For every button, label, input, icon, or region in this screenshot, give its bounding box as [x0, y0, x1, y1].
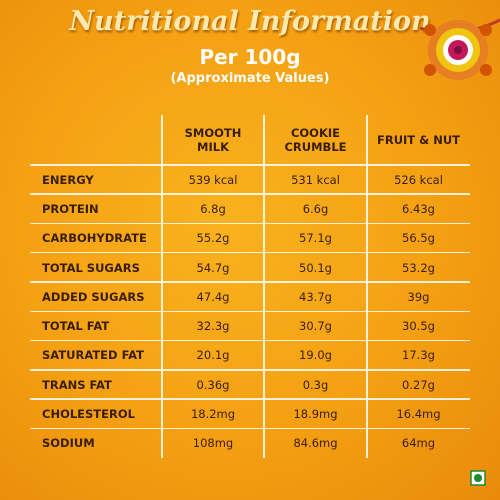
cell-value: 531 kcal: [291, 172, 340, 187]
cell-value: 539 kcal: [188, 172, 238, 187]
cell-value: 39g: [407, 289, 430, 304]
note: (Approximate Values): [170, 71, 330, 86]
cell-value: 47.4g: [196, 289, 230, 304]
cell-value: 0.36g: [196, 377, 230, 392]
cell-value: 20.1g: [196, 348, 230, 363]
cell-value: 32.3g: [196, 319, 230, 334]
cell-value: 30.5g: [402, 319, 435, 334]
row-divider: [30, 339, 470, 342]
cell-value: 526 kcal: [394, 172, 443, 187]
cell-value: 17.3g: [402, 348, 435, 363]
rakhi-decoration: [420, 18, 500, 80]
cell-value: 6.43g: [402, 201, 435, 216]
cell-value: 16.4mg: [396, 407, 441, 422]
row-label: SODIUM: [42, 436, 95, 451]
cell-value: 30.7g: [299, 319, 332, 334]
header-line: COOKIE: [290, 126, 341, 140]
column-header: FRUIT & NUT: [367, 115, 470, 165]
cell-value: 50.1g: [299, 260, 332, 275]
row-divider: [30, 164, 470, 166]
row-divider: [30, 281, 470, 283]
column-divider: [263, 115, 265, 458]
row-label: CARBOHYDRATE: [42, 231, 147, 246]
subtitle: Per 100g: [199, 45, 301, 69]
cell-value: 6.6g: [302, 201, 329, 216]
cell-value: 6.8g: [200, 201, 226, 216]
veg-symbol: [470, 470, 486, 486]
cell-value: 53.2g: [402, 260, 435, 275]
cell-value: 43.7g: [299, 289, 332, 304]
row-label: TOTAL SUGARS: [42, 260, 140, 275]
row-divider: [30, 398, 470, 400]
cell-value: 64mg: [401, 436, 436, 451]
cell-value: 0.3g: [302, 377, 329, 392]
column-divider: [366, 115, 368, 458]
row-divider: [30, 310, 470, 312]
row-label: PROTEIN: [42, 201, 99, 216]
cell-value: 55.2g: [196, 231, 230, 246]
cell-value: 19.0g: [299, 348, 332, 363]
column-header: COOKIE CRUMBLE: [264, 115, 367, 165]
row-label: CHOLESTEROL: [42, 407, 135, 422]
column-divider: [161, 115, 163, 458]
row-label: SATURATED FAT: [42, 348, 144, 363]
cell-value: 57.1g: [299, 231, 332, 246]
row-divider: [30, 222, 470, 225]
row-label: TRANS FAT: [42, 377, 112, 392]
row-divider: [30, 251, 470, 254]
cell-value: 56.5g: [402, 231, 435, 246]
cell-value: 54.7g: [196, 260, 230, 275]
row-divider: [30, 427, 470, 430]
cell-value: 108mg: [192, 436, 234, 451]
cell-value: 0.27g: [402, 377, 435, 392]
cell-value: 18.2mg: [190, 407, 236, 422]
header-line: FRUIT & NUT: [376, 133, 460, 147]
row-label: ADDED SUGARS: [42, 289, 145, 304]
header-line: MILK: [197, 140, 229, 154]
cell-value: 84.6mg: [293, 436, 338, 451]
row-divider: [30, 369, 470, 371]
title: Nutritional Information: [69, 6, 431, 37]
row-divider: [30, 193, 470, 195]
header-line: CRUMBLE: [284, 140, 347, 154]
cell-value: 18.9mg: [293, 407, 338, 422]
column-header: SMOOTH MILK: [162, 115, 264, 165]
header-line: SMOOTH: [184, 126, 242, 140]
row-label: TOTAL FAT: [42, 319, 110, 334]
row-label: ENERGY: [42, 172, 94, 187]
